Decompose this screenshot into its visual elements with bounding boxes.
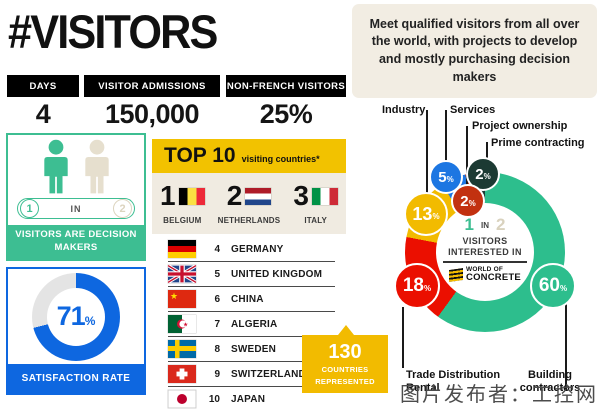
decision-makers-caption: VISITORS ARE DECISION MAKERS [8, 225, 144, 259]
top3-countries: 1 BELGIUM 2 NETHERLANDS 3 ITALY [152, 173, 346, 234]
center-two: 2 [496, 215, 506, 234]
logo-line1: WORLD OF [466, 265, 504, 273]
list-item: 7 ALGERIA [168, 312, 335, 337]
stat-days-header: DAYS [7, 75, 79, 97]
stat-admissions-header: VISITOR ADMISSIONS [84, 75, 220, 97]
label-industry: Industry [382, 104, 426, 116]
bubble-project-ownership: 2% [451, 184, 485, 218]
country-label: NETHERLANDS [217, 216, 281, 225]
satisfaction-value: 71% [56, 301, 96, 331]
watermark: 图片发布者：工控网 [400, 384, 598, 406]
person-green-icon [40, 139, 72, 196]
stat-nonfrench-header: NON-FRENCH VISITORS [226, 75, 346, 97]
bubble-building-contractors: 60% [530, 263, 576, 309]
leader-line-prime [486, 142, 488, 160]
top10-header: TOP 10 visiting countries* [152, 139, 346, 173]
callout-value: 130 [328, 341, 362, 364]
label-building-contractors: Building contractors [519, 369, 581, 395]
top10-heading: TOP 10 [164, 144, 236, 167]
stat-nonfrench-value: 25% [259, 98, 313, 129]
rank: 6 [214, 293, 220, 305]
list-item: 10 JAPAN [168, 387, 335, 411]
in-word: IN [70, 203, 82, 214]
center-visitors: VISITORS [462, 236, 508, 246]
rank: 7 [214, 318, 220, 330]
label-prime-contracting: Prime contracting [491, 137, 585, 149]
rank: 5 [214, 268, 220, 280]
logo-line2: CONCRETE [466, 272, 521, 283]
center-one: 1 [464, 215, 474, 234]
world-of-concrete-logo: WORLD OF CONCRETE [437, 265, 533, 283]
china-flag-icon [168, 290, 196, 308]
bubble-industry: 13% [404, 192, 448, 236]
page-title: #VISITORS [8, 5, 218, 58]
rank-3: 3 [293, 180, 309, 211]
callout-label: COUNTRIES REPRESENTED [315, 365, 375, 386]
top3-netherlands: 2 NETHERLANDS [217, 180, 281, 234]
satisfaction-card: 71% SATISFACTION RATE [6, 267, 146, 395]
stat-admissions-value: 150,000 [104, 98, 200, 129]
rank: 10 [208, 393, 220, 405]
rank-2: 2 [226, 180, 243, 211]
center-divider [443, 261, 527, 263]
bubble-trade-distribution: 18% [394, 263, 440, 309]
donut-center-text: 1 IN 2 VISITORS INTERESTED IN WORLD OF C… [437, 215, 533, 283]
country-label: BELGIUM [163, 216, 202, 225]
leader-line-services [445, 110, 447, 162]
leader-line-building [565, 303, 567, 391]
one-in-two-pill: 1 IN 2 [17, 198, 135, 220]
intro-text-box: Meet qualified visitors from all over th… [352, 4, 597, 98]
list-item: 5 UNITED KINGDOM [168, 262, 335, 287]
top3-italy: 3 ITALY [293, 180, 338, 234]
germany-flag-icon [168, 240, 196, 258]
belgium-flag-icon [178, 187, 205, 205]
top10-subheading: visiting countries* [241, 154, 320, 164]
center-in: IN [481, 220, 489, 230]
label-services: Services [450, 104, 496, 116]
country-name: ALGERIA [231, 318, 278, 330]
bubble-prime-contracting: 2% [466, 157, 500, 191]
satisfaction-caption: SATISFACTION RATE [8, 364, 144, 393]
leader-line-project [466, 126, 468, 186]
united-kingdom-flag-icon [168, 265, 196, 283]
leader-line-trade [402, 307, 404, 368]
country-name: UNITED KINGDOM [231, 268, 323, 280]
people-icons [8, 135, 144, 196]
world-of-concrete-logo-icon [449, 267, 464, 282]
sweden-flag-icon [168, 340, 196, 358]
country-list: 4 GERMANY 5 UNITED KINGDOM 6 CHINA 7 ALG… [168, 237, 335, 411]
country-name: SWITZERLAND [231, 368, 306, 380]
person-beige-icon [81, 139, 113, 196]
japan-flag-icon [168, 390, 196, 408]
switzerland-flag-icon [168, 365, 196, 383]
rank: 9 [214, 368, 220, 380]
country-name: SWEDEN [231, 343, 277, 355]
netherlands-flag-icon [245, 187, 272, 205]
list-item: 4 GERMANY [168, 237, 335, 262]
leader-line-industry [426, 110, 428, 194]
list-item: 9 SWITZERLAND [168, 362, 335, 387]
rank-1: 1 [160, 180, 176, 211]
country-label: ITALY [304, 216, 328, 225]
list-item: 8 SWEDEN [168, 337, 335, 362]
country-name: JAPAN [231, 393, 266, 405]
label-project-ownership: Project ownership [472, 120, 568, 132]
algeria-flag-icon [168, 315, 196, 333]
countries-represented-callout: 130 COUNTRIES REPRESENTED [302, 325, 388, 393]
circle-two: 2 [113, 199, 132, 219]
rank: 8 [214, 343, 220, 355]
stat-days-value: 4 [35, 98, 51, 129]
decision-makers-card: 1 IN 2 VISITORS ARE DECISION MAKERS [6, 133, 146, 261]
satisfaction-donut: 71% [32, 272, 120, 361]
label-trade-distribution-rental: Trade Distribution Rental [406, 369, 501, 395]
country-name: CHINA [231, 293, 264, 305]
rank: 4 [214, 243, 220, 255]
list-item: 6 CHINA [168, 287, 335, 312]
center-interested-in: INTERESTED IN [448, 247, 522, 257]
italy-flag-icon [312, 187, 338, 205]
top3-belgium: 1 BELGIUM [160, 180, 205, 234]
circle-one: 1 [20, 199, 39, 219]
country-name: GERMANY [231, 243, 284, 255]
